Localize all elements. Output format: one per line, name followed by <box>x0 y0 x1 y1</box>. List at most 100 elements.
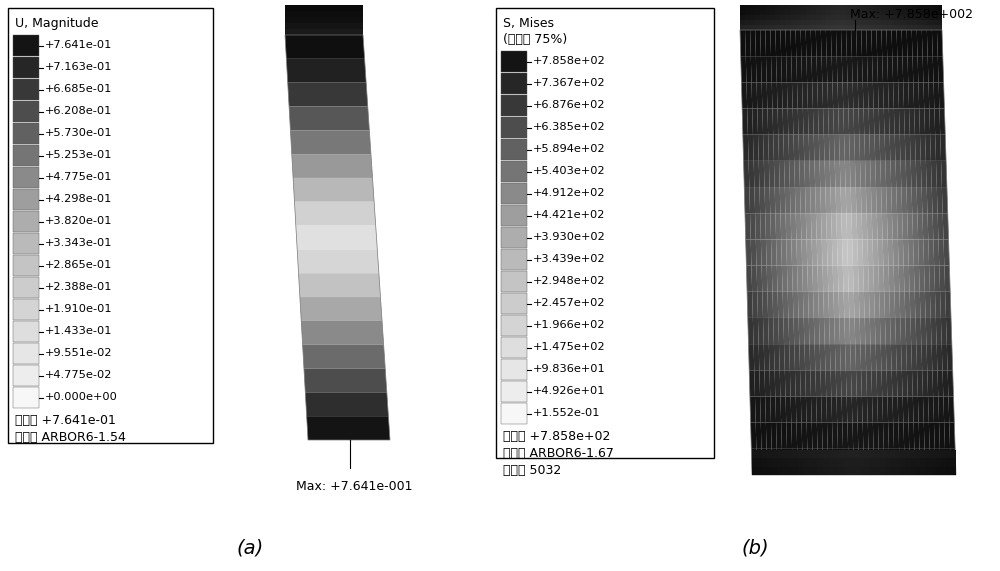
Polygon shape <box>912 213 918 239</box>
Polygon shape <box>813 292 819 318</box>
Polygon shape <box>874 450 880 459</box>
Text: +3.343e-01: +3.343e-01 <box>45 239 112 248</box>
Polygon shape <box>950 449 956 475</box>
Polygon shape <box>841 371 847 396</box>
Polygon shape <box>921 318 926 344</box>
Polygon shape <box>932 30 938 56</box>
Polygon shape <box>285 29 363 35</box>
Polygon shape <box>801 239 807 266</box>
Polygon shape <box>766 423 772 449</box>
Polygon shape <box>884 449 890 475</box>
Polygon shape <box>886 344 892 371</box>
Polygon shape <box>826 5 831 10</box>
Polygon shape <box>802 449 808 475</box>
Polygon shape <box>856 187 862 213</box>
Text: Max: +7.641e-001: Max: +7.641e-001 <box>296 480 413 493</box>
Polygon shape <box>839 467 844 475</box>
Polygon shape <box>791 213 796 239</box>
Polygon shape <box>780 30 786 56</box>
Polygon shape <box>836 20 841 25</box>
Polygon shape <box>932 5 937 10</box>
Polygon shape <box>892 371 898 396</box>
Polygon shape <box>856 15 861 20</box>
Polygon shape <box>886 5 892 10</box>
Polygon shape <box>856 30 862 56</box>
Polygon shape <box>788 135 794 161</box>
Polygon shape <box>890 450 895 459</box>
Bar <box>13 211 39 232</box>
Polygon shape <box>902 25 907 30</box>
Polygon shape <box>778 459 783 467</box>
Polygon shape <box>902 371 908 396</box>
Polygon shape <box>879 108 885 135</box>
Polygon shape <box>760 30 766 56</box>
Polygon shape <box>796 25 801 30</box>
Polygon shape <box>790 187 796 213</box>
Polygon shape <box>914 423 919 449</box>
Polygon shape <box>921 161 927 187</box>
Polygon shape <box>893 239 899 266</box>
Polygon shape <box>870 161 876 187</box>
Polygon shape <box>893 82 899 108</box>
Polygon shape <box>741 82 747 108</box>
Polygon shape <box>861 15 866 20</box>
Polygon shape <box>928 56 934 82</box>
Polygon shape <box>864 450 869 459</box>
Polygon shape <box>796 10 801 15</box>
Polygon shape <box>851 25 856 30</box>
Polygon shape <box>937 15 942 20</box>
Polygon shape <box>841 30 847 56</box>
Polygon shape <box>772 266 778 292</box>
Polygon shape <box>755 30 761 56</box>
Polygon shape <box>902 30 907 56</box>
Polygon shape <box>811 5 816 10</box>
Polygon shape <box>816 56 822 82</box>
Polygon shape <box>854 467 859 475</box>
Polygon shape <box>821 396 827 423</box>
Polygon shape <box>307 416 390 440</box>
Polygon shape <box>923 82 929 108</box>
Bar <box>13 365 39 386</box>
Polygon shape <box>816 20 821 25</box>
Polygon shape <box>780 5 785 10</box>
Text: 结点： 5032: 结点： 5032 <box>503 464 561 477</box>
Polygon shape <box>285 23 363 29</box>
Bar <box>13 277 39 298</box>
Bar <box>13 343 39 364</box>
Polygon shape <box>907 371 913 396</box>
Polygon shape <box>887 371 892 396</box>
Bar <box>13 387 39 408</box>
Polygon shape <box>944 239 949 266</box>
Polygon shape <box>811 25 816 30</box>
Polygon shape <box>928 396 934 423</box>
Polygon shape <box>304 368 387 392</box>
Polygon shape <box>811 213 817 239</box>
Polygon shape <box>915 459 920 467</box>
Polygon shape <box>898 423 904 449</box>
Polygon shape <box>897 20 902 25</box>
Polygon shape <box>863 266 869 292</box>
Polygon shape <box>843 82 848 108</box>
Text: 结点： ARBOR6-1.54: 结点： ARBOR6-1.54 <box>15 431 126 444</box>
Polygon shape <box>880 318 886 344</box>
Polygon shape <box>816 213 822 239</box>
Polygon shape <box>835 187 841 213</box>
Polygon shape <box>899 292 905 318</box>
Polygon shape <box>823 449 828 475</box>
Polygon shape <box>841 20 846 25</box>
Polygon shape <box>818 108 824 135</box>
Polygon shape <box>862 396 868 423</box>
Polygon shape <box>849 135 855 161</box>
Polygon shape <box>899 266 905 292</box>
Polygon shape <box>930 450 936 459</box>
Polygon shape <box>821 10 826 15</box>
Polygon shape <box>788 459 793 467</box>
Polygon shape <box>876 10 881 15</box>
Polygon shape <box>781 56 787 82</box>
Polygon shape <box>860 318 865 344</box>
Polygon shape <box>745 213 751 239</box>
Polygon shape <box>811 56 817 82</box>
Polygon shape <box>845 161 851 187</box>
Polygon shape <box>852 56 858 82</box>
Polygon shape <box>840 161 846 187</box>
